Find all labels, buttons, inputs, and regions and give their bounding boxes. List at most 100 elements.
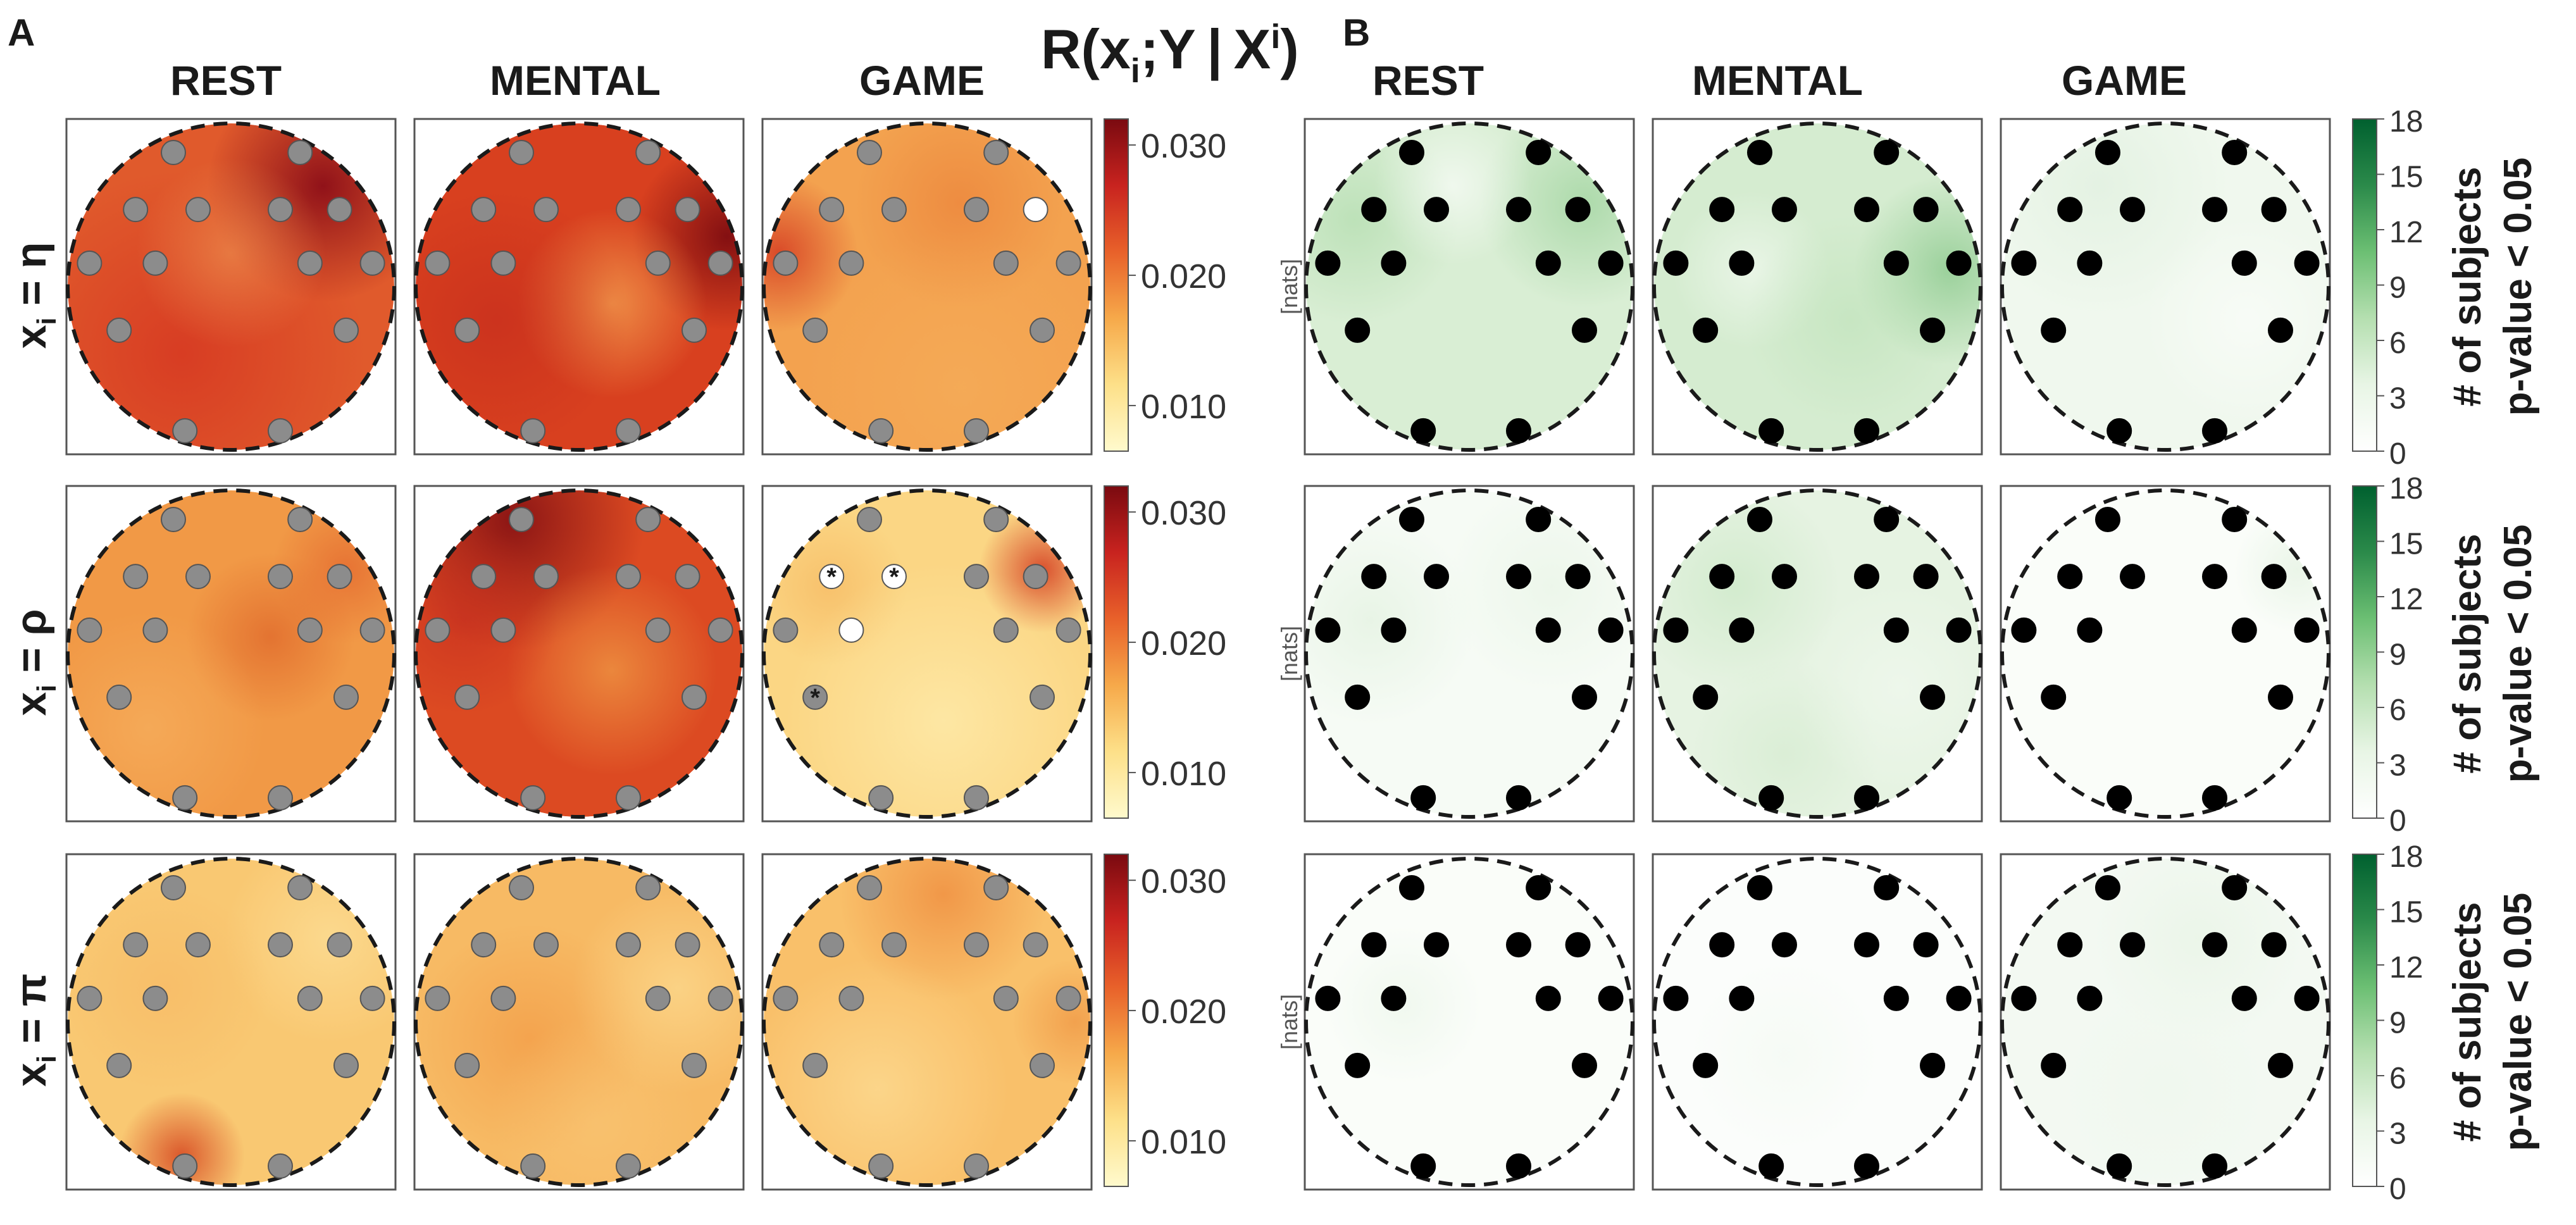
electrode — [868, 418, 894, 444]
electrode — [509, 507, 534, 532]
electrode — [2120, 564, 2145, 590]
topomap-b-r2-c2 — [2000, 853, 2331, 1191]
electrode — [1361, 564, 1387, 590]
head-outline — [1304, 857, 1634, 1187]
electrode — [1913, 564, 1939, 590]
electrode — [707, 250, 733, 276]
electrode — [1663, 985, 1689, 1011]
head-outline — [2000, 488, 2330, 819]
electrode — [802, 1052, 828, 1078]
electrode — [142, 250, 168, 276]
electrode — [1913, 197, 1939, 223]
electrode — [268, 785, 293, 811]
electrode — [185, 932, 211, 958]
electrode — [2222, 507, 2248, 532]
formula-title: R(xi;Y | Xi) — [1041, 18, 1299, 90]
topomap-a-r2-c1 — [413, 853, 745, 1191]
electrode — [533, 932, 559, 958]
colorbar-b-r2: 18 15 12 9 6 3 0 # of subjects p-value < 0.05 — [2352, 840, 2540, 1206]
electrode — [2294, 250, 2320, 276]
electrode — [1913, 932, 1939, 958]
electrode — [819, 932, 845, 958]
electrode — [2231, 985, 2257, 1011]
electrode — [172, 418, 198, 444]
electrode — [106, 317, 132, 343]
electrode — [1023, 932, 1048, 958]
electrode — [471, 932, 497, 958]
colorbar-a-r0: 0.030 0.020 0.010 — [1104, 118, 1226, 452]
electrode — [1399, 140, 1424, 165]
electrode — [1709, 197, 1735, 223]
topomap-b-r1-c0 — [1304, 485, 1635, 823]
electrode — [2222, 875, 2248, 900]
electrode — [2202, 932, 2227, 958]
electrode — [1572, 317, 1597, 343]
electrode — [2202, 785, 2227, 811]
electrode — [1506, 1153, 1531, 1179]
electrode — [1345, 1052, 1371, 1078]
col-header-mental-b: MENTAL — [1692, 57, 1863, 104]
electrode — [268, 1153, 293, 1179]
electrode — [1506, 418, 1531, 444]
electrode — [1315, 250, 1341, 276]
electrode — [268, 932, 293, 958]
colorbar-tick-label: 15 — [2389, 161, 2423, 194]
electrode — [359, 985, 385, 1011]
electrode — [490, 985, 516, 1011]
electrode — [1526, 140, 1552, 165]
electrode — [819, 197, 845, 223]
topomap-a-r1-c2 — [761, 485, 1093, 823]
electrode — [490, 250, 516, 276]
electrode — [1747, 140, 1772, 165]
head-outline — [762, 488, 1092, 819]
electrode — [454, 317, 480, 343]
electrode — [2077, 985, 2103, 1011]
electrode — [1854, 564, 1879, 590]
topomap-b-r0-c2 — [2000, 118, 2331, 456]
electrode — [1693, 317, 1719, 343]
electrode — [1729, 250, 1755, 276]
electrode — [983, 140, 1009, 165]
colorbar-tick-label: 18 — [2389, 105, 2423, 139]
electrode — [1729, 617, 1755, 643]
electrode — [1946, 985, 1972, 1011]
colorbar-tick-label: 3 — [2389, 1117, 2406, 1151]
electrode — [1055, 985, 1081, 1011]
topomap-b-r2-c1 — [1652, 853, 1983, 1191]
topomap-b-r0-c1 — [1652, 118, 1983, 456]
electrode — [964, 197, 989, 223]
electrode — [645, 985, 671, 1011]
electrode — [2202, 197, 2227, 223]
electrode — [1920, 317, 1945, 343]
colorbar-tick-label: 0.010 — [1141, 1123, 1226, 1161]
colorbar-tick-label: 0.030 — [1141, 494, 1226, 532]
electrode — [1854, 785, 1879, 811]
electrode — [819, 564, 845, 590]
colorbar-tick-label: 18 — [2389, 840, 2423, 874]
electrode — [1598, 250, 1624, 276]
electrode — [327, 564, 352, 590]
panel-a-letter: A — [8, 11, 35, 54]
electrode — [1345, 684, 1371, 710]
colorbar-a-r1: 0.030 0.020 0.010 — [1104, 485, 1226, 819]
electrode — [1023, 197, 1048, 223]
colorbar-tick-label: 9 — [2389, 638, 2406, 672]
electrode — [1030, 317, 1055, 343]
electrode — [509, 875, 534, 900]
electrode — [185, 197, 211, 223]
electrode — [2011, 617, 2037, 643]
electrode — [1772, 197, 1797, 223]
electrode — [2120, 197, 2145, 223]
col-header-rest-a: REST — [170, 57, 282, 104]
electrode — [964, 1153, 989, 1179]
electrode — [1772, 564, 1797, 590]
electrode — [1874, 507, 1900, 532]
colorbar-title-line2: p-value < 0.05 — [2496, 158, 2540, 416]
electrode — [2057, 564, 2083, 590]
electrode — [1729, 985, 1755, 1011]
electrode — [1315, 985, 1341, 1011]
row-label-pi: xi = π — [7, 973, 61, 1086]
electrode — [1663, 617, 1689, 643]
head-outline — [762, 121, 1092, 452]
